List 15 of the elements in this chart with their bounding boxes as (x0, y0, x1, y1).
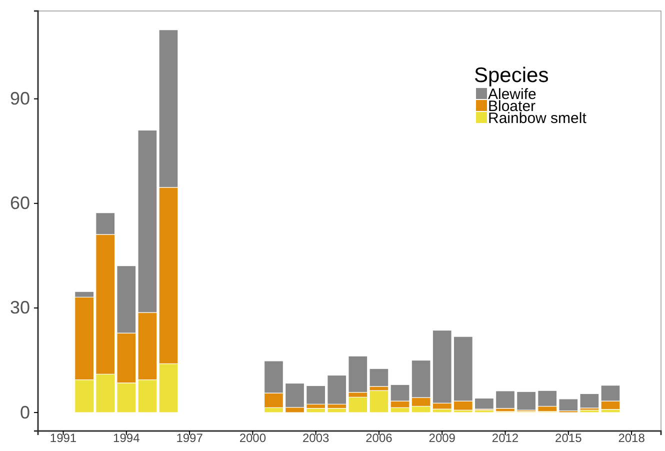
x-tick-label: 1994 (113, 431, 140, 446)
x-tick-label: 2000 (239, 431, 266, 446)
y-tick-label: 60 (10, 193, 30, 214)
x-tick-label: 1997 (176, 431, 204, 446)
x-tick-label: 2006 (366, 431, 393, 446)
y-tick-label: 30 (10, 298, 30, 318)
x-tick-label: 2015 (555, 431, 582, 446)
x-tick-label: 2003 (302, 431, 330, 446)
x-tick-label: 2012 (492, 431, 519, 446)
y-tick-label: 0 (20, 402, 30, 422)
x-tick-label: 1991 (50, 431, 77, 446)
x-tick-label: 2009 (428, 431, 456, 446)
legend-title: Species (474, 64, 549, 87)
x-tick-label: 2018 (618, 431, 646, 446)
y-tick-label: 90 (10, 88, 30, 109)
